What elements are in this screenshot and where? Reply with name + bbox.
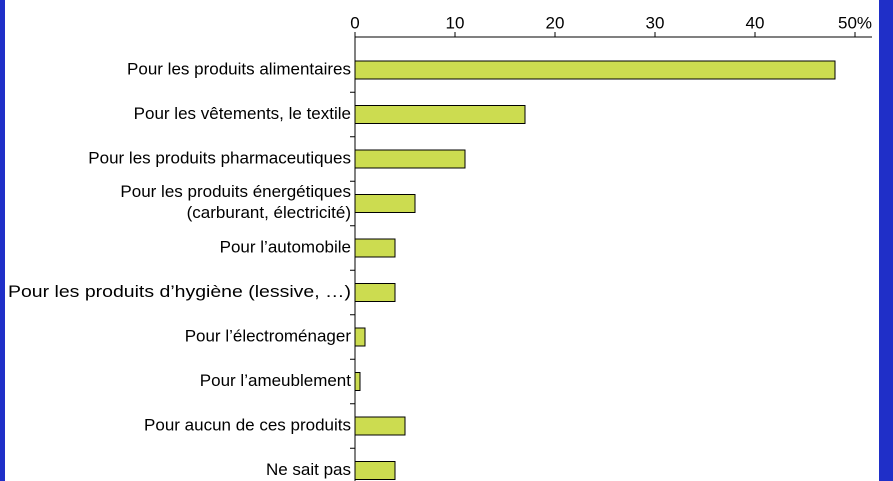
y-tick-label-line: (carburant, électricité): [187, 203, 351, 222]
bar: [354, 283, 396, 302]
y-tick-label-line: Pour les produits énergétiques: [120, 182, 351, 201]
y-tick-label: Pour les produits alimentaires: [127, 59, 351, 78]
plot-background: [5, 0, 879, 481]
y-tick-label: Pour l’ameublement: [200, 371, 351, 390]
x-tick-label: 0: [350, 13, 359, 32]
y-tick-label: Ne sait pas: [266, 460, 351, 479]
bar: [354, 149, 466, 169]
bar: [354, 461, 396, 480]
x-tick-label: 10: [446, 13, 465, 32]
y-tick-label: Pour les produits d’hygiène (lessive, …): [8, 282, 351, 301]
bar: [354, 238, 396, 258]
y-tick-label: Pour les vêtements, le textile: [134, 104, 351, 123]
y-tick-label: Pour les produits énergétiques (carburant…: [120, 182, 351, 222]
bar: [354, 60, 836, 80]
x-tick-label: 20: [546, 13, 565, 32]
bar: [354, 105, 526, 124]
y-tick-label: Pour les produits pharmaceutiques: [88, 148, 351, 167]
bar: [354, 194, 416, 213]
x-tick-label: 40: [746, 13, 765, 32]
y-tick-label: Pour l’automobile: [220, 237, 351, 256]
y-tick-label: Pour l’électroménager: [185, 326, 352, 345]
bar: [354, 416, 406, 436]
y-tick-label: Pour aucun de ces produits: [144, 415, 351, 434]
x-tick-label: 30: [646, 13, 665, 32]
bar: [354, 372, 361, 391]
x-tick-label: 50%: [838, 13, 872, 32]
bar: [354, 327, 366, 347]
